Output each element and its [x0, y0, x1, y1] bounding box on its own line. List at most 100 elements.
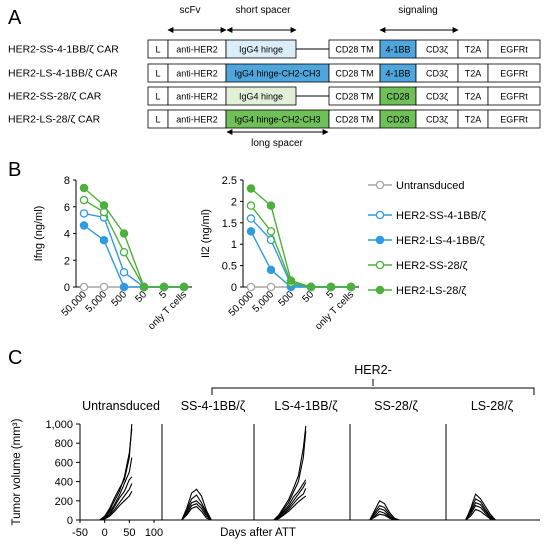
segment-label-binder: anti-HER2 — [176, 45, 218, 55]
data-point — [266, 227, 276, 236]
segment-label-egfrt: EGFRt — [500, 69, 528, 79]
segment-label-cd3z: CD3ζ — [426, 92, 448, 102]
data-point — [246, 282, 256, 292]
legend-label: Untransduced — [396, 180, 465, 192]
y-tick-label: 2.5 — [222, 175, 237, 187]
chart-tumor-volume: HER2- 0 200 400 600 800 1,000 Tumor volume (mm³… — [11, 363, 540, 539]
y-tick-label: 1.5 — [222, 218, 237, 230]
panel-letter-b: B — [8, 159, 21, 181]
tumor-curve — [465, 508, 496, 521]
legend-marker — [375, 260, 385, 270]
y-tick-label: 0 — [64, 282, 70, 294]
group-title: LS-4-1BB/ζ — [274, 399, 338, 413]
data-point — [326, 282, 336, 292]
y-tick-label: 2 — [231, 196, 237, 208]
data-point — [79, 195, 89, 205]
series-line — [250, 231, 351, 288]
segment-label-spacer: IgG4 hinge-CH2-CH3 — [234, 115, 320, 125]
y-tick-label: 400 — [55, 477, 73, 489]
tumor-curve — [369, 500, 400, 521]
group-title: LS-28/ζ — [471, 399, 514, 413]
series-line — [83, 187, 184, 288]
segment-label-spacer: IgG4 hinge-CH2-CH3 — [234, 69, 320, 79]
y-tick-label: 600 — [55, 457, 73, 469]
segment-label-tm: CD28 TM — [335, 69, 373, 79]
segment-label-costim: CD28 — [386, 115, 409, 125]
tumor-curve — [181, 488, 212, 521]
segment-label-leader: L — [155, 92, 160, 102]
x-tick-label: 50 — [123, 527, 135, 539]
data-point — [79, 282, 89, 292]
segment-label-leader: L — [155, 69, 160, 79]
data-point — [266, 265, 276, 275]
data-point — [79, 183, 89, 193]
construct-segment-egfrt — [487, 86, 541, 106]
data-point — [99, 235, 109, 245]
segment-label-t2a: T2A — [465, 45, 482, 55]
segment-label-cd3z: CD3ζ — [426, 115, 448, 125]
segment-label-spacer: IgG4 hinge — [239, 45, 283, 55]
data-point — [306, 282, 316, 292]
data-point — [139, 282, 149, 292]
x-tick-label: 0 — [102, 527, 108, 539]
y-tick-label: 0 — [231, 282, 237, 294]
x-tick-label: 50 — [133, 289, 149, 305]
legend-marker — [375, 235, 385, 245]
data-point — [119, 247, 129, 257]
data-point — [246, 184, 256, 193]
group-title: SS-28/ζ — [374, 399, 418, 413]
data-point — [246, 227, 256, 236]
tumor-curve — [465, 504, 496, 521]
y-tick-label: 1 — [231, 239, 237, 251]
tumor-curve — [99, 428, 133, 521]
data-point — [346, 282, 356, 292]
x-tick-label: 100 — [145, 527, 163, 539]
series-line — [250, 205, 351, 288]
tumor-curve — [465, 502, 496, 521]
series-line — [250, 218, 351, 288]
data-point — [99, 201, 109, 210]
segment-label-costim: 4-1BB — [385, 69, 410, 79]
data-point — [119, 268, 129, 277]
segment-label-cd3z: CD3ζ — [426, 69, 448, 79]
y-tick-label: 0.5 — [222, 261, 237, 273]
segment-label-egfrt: EGFRt — [500, 115, 528, 125]
tumor-curve — [181, 505, 212, 521]
data-point — [246, 214, 256, 223]
x-tick-label: 5,000 — [251, 289, 277, 315]
series-line — [83, 199, 184, 288]
legend-label: HER2-SS-28/ζ — [396, 260, 468, 272]
tumor-curve — [273, 495, 307, 521]
segment-label-t2a: T2A — [465, 92, 482, 102]
x-tick-label: 5,000 — [84, 289, 110, 315]
scfv-label: scFv — [179, 5, 200, 16]
segment-label-t2a: T2A — [465, 115, 482, 125]
tumor-curve — [99, 457, 133, 521]
construct-name: HER2-SS-4-1BB/ζ CAR — [8, 44, 119, 56]
construct-name: HER2-LS-28/ζ CAR — [8, 114, 101, 126]
tumor-curve — [273, 425, 307, 521]
segment-label-tm: CD28 TM — [335, 92, 373, 102]
signaling-label: signaling — [398, 5, 437, 16]
tumor-curve — [465, 498, 496, 521]
data-point — [179, 282, 189, 292]
construct-name: HER2-SS-28/ζ CAR — [8, 91, 102, 103]
y-axis-label: Ifng (ng/ml) — [33, 206, 45, 262]
segment-label-t2a: T2A — [465, 69, 482, 79]
short-spacer-label: short spacer — [235, 5, 291, 16]
series-line — [83, 212, 184, 288]
group-bracket — [211, 387, 535, 395]
tumor-curve — [369, 504, 400, 521]
segment-label-leader: L — [155, 115, 160, 125]
x-tick-label: 50 — [300, 289, 316, 305]
group-label: HER2- — [354, 363, 392, 377]
panel-letter-a: A — [8, 7, 22, 29]
segment-label-tm: CD28 TM — [335, 115, 373, 125]
long-spacer-label: long spacer — [251, 138, 303, 149]
y-tick-label: 1,000 — [45, 419, 73, 431]
data-point — [159, 282, 169, 292]
data-point — [119, 282, 129, 292]
